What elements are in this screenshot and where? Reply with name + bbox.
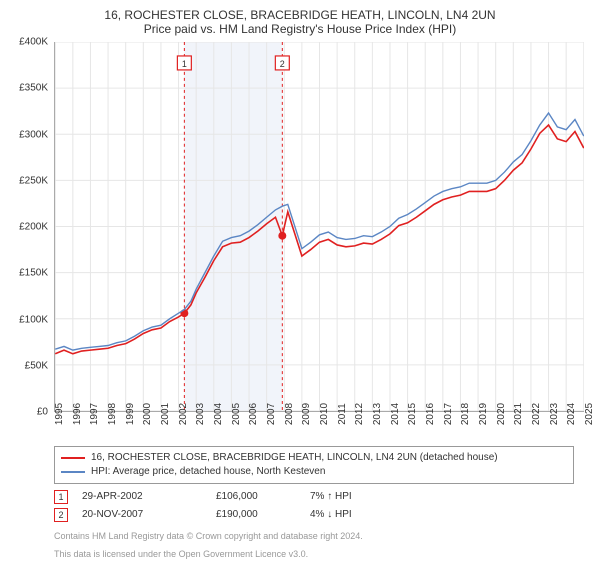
x-tick-label: 2010 [319, 403, 330, 425]
x-tick-label: 1995 [54, 403, 65, 425]
x-tick-label: 2025 [584, 403, 595, 425]
y-tick-label: £350K [19, 83, 48, 94]
legend-item: 16, ROCHESTER CLOSE, BRACEBRIDGE HEATH, … [61, 451, 567, 465]
legend: 16, ROCHESTER CLOSE, BRACEBRIDGE HEATH, … [54, 446, 574, 484]
x-tick-label: 2014 [390, 403, 401, 425]
x-tick-label: 2012 [354, 403, 365, 425]
sale-marker-box: 1 [54, 490, 68, 504]
x-tick-label: 2017 [443, 403, 454, 425]
x-tick-label: 2013 [372, 403, 383, 425]
chart-plot-area: 12 [54, 42, 584, 412]
x-tick-label: 2016 [425, 403, 436, 425]
chart-title: 16, ROCHESTER CLOSE, BRACEBRIDGE HEATH, … [10, 8, 590, 22]
y-tick-label: £150K [19, 268, 48, 279]
x-tick-label: 1998 [107, 403, 118, 425]
x-tick-label: 2000 [142, 403, 153, 425]
y-tick-label: £400K [19, 37, 48, 48]
x-tick-label: 1997 [89, 403, 100, 425]
y-tick-label: £100K [19, 314, 48, 325]
y-tick-label: £250K [19, 175, 48, 186]
sale-date: 20-NOV-2007 [82, 506, 202, 524]
x-tick-label: 2005 [231, 403, 242, 425]
footnote-copyright: Contains HM Land Registry data © Crown c… [54, 530, 590, 542]
x-tick-label: 1999 [125, 403, 136, 425]
y-tick-label: £200K [19, 222, 48, 233]
chart-svg: 12 [55, 42, 584, 411]
x-tick-label: 2023 [549, 403, 560, 425]
legend-swatch [61, 471, 85, 473]
sale-hpi-delta: 7% ↑ HPI [310, 488, 390, 506]
x-tick-label: 2008 [284, 403, 295, 425]
y-axis-labels: £0£50K£100K£150K£200K£250K£300K£350K£400… [10, 42, 52, 412]
chart-subtitle: Price paid vs. HM Land Registry's House … [10, 22, 590, 36]
x-tick-label: 2021 [513, 403, 524, 425]
x-tick-label: 2006 [248, 403, 259, 425]
sale-marker-box: 2 [54, 508, 68, 522]
svg-text:1: 1 [182, 59, 187, 69]
x-tick-label: 2002 [178, 403, 189, 425]
x-tick-label: 2022 [531, 403, 542, 425]
sale-price: £106,000 [216, 488, 296, 506]
x-tick-label: 2011 [337, 403, 348, 425]
legend-label: HPI: Average price, detached house, Nort… [91, 465, 325, 479]
x-tick-label: 2007 [266, 403, 277, 425]
x-tick-label: 2018 [460, 403, 471, 425]
y-tick-label: £0 [37, 407, 48, 418]
x-tick-label: 2003 [195, 403, 206, 425]
x-tick-label: 2019 [478, 403, 489, 425]
x-tick-label: 2009 [301, 403, 312, 425]
sale-row: 1 29-APR-2002 £106,000 7% ↑ HPI [54, 488, 590, 506]
x-tick-label: 1996 [72, 403, 83, 425]
legend-item: HPI: Average price, detached house, Nort… [61, 465, 567, 479]
sale-row: 2 20-NOV-2007 £190,000 4% ↓ HPI [54, 506, 590, 524]
x-tick-label: 2020 [496, 403, 507, 425]
chart-container: 16, ROCHESTER CLOSE, BRACEBRIDGE HEATH, … [0, 0, 600, 566]
sale-price: £190,000 [216, 506, 296, 524]
svg-text:2: 2 [280, 59, 285, 69]
x-tick-label: 2024 [566, 403, 577, 425]
x-axis-labels: 1995199619971998199920002001200220032004… [54, 412, 584, 440]
sales-table: 1 29-APR-2002 £106,000 7% ↑ HPI 2 20-NOV-2007… [10, 488, 590, 524]
x-tick-label: 2015 [407, 403, 418, 425]
footnote-licence: This data is licensed under the Open Gov… [54, 548, 590, 560]
legend-swatch [61, 457, 85, 459]
y-tick-label: £300K [19, 129, 48, 140]
sale-date: 29-APR-2002 [82, 488, 202, 506]
y-tick-label: £50K [25, 360, 48, 371]
x-tick-label: 2004 [213, 403, 224, 425]
sale-hpi-delta: 4% ↓ HPI [310, 506, 390, 524]
x-tick-label: 2001 [160, 403, 171, 425]
chart-wrap: £0£50K£100K£150K£200K£250K£300K£350K£400… [10, 42, 590, 440]
legend-label: 16, ROCHESTER CLOSE, BRACEBRIDGE HEATH, … [91, 451, 498, 465]
